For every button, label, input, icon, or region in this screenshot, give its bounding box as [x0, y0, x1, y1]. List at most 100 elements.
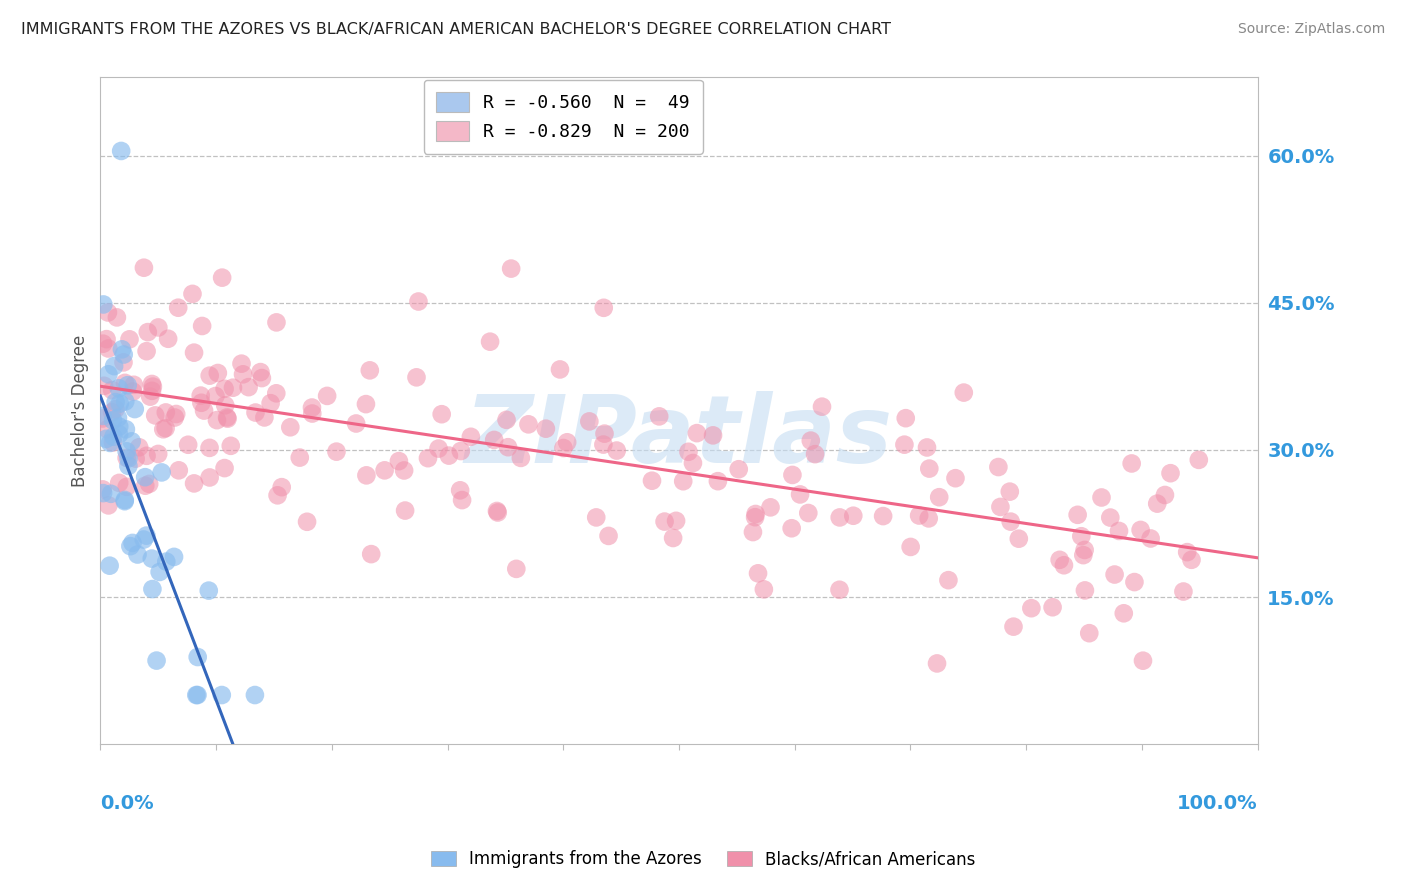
Point: [253, 410, 276, 425]
Point: [94, 432, 117, 446]
Point: [138, 476, 160, 491]
Point: [91, 409, 114, 423]
Point: [112, 347, 135, 361]
Point: [553, 441, 575, 455]
Point: [157, 332, 180, 346]
Point: [316, 389, 339, 403]
Point: [1002, 620, 1025, 634]
Point: [187, 650, 209, 665]
Point: [114, 494, 136, 508]
Point: [141, 582, 163, 596]
Point: [217, 411, 239, 425]
Point: [1073, 543, 1095, 558]
Point: [266, 386, 288, 401]
Point: [117, 451, 139, 466]
Point: [177, 438, 200, 452]
Point: [108, 396, 131, 410]
Point: [918, 461, 941, 475]
Point: [91, 336, 114, 351]
Point: [97, 368, 120, 382]
Point: [804, 447, 827, 461]
Point: [585, 510, 607, 524]
Point: [430, 407, 453, 421]
Point: [1129, 523, 1152, 537]
Point: [288, 450, 311, 465]
Point: [1139, 532, 1161, 546]
Point: [416, 451, 439, 466]
Point: [245, 406, 267, 420]
Text: Source: ZipAtlas.com: Source: ZipAtlas.com: [1237, 22, 1385, 37]
Point: [198, 470, 221, 484]
Point: [101, 405, 124, 419]
Point: [1123, 575, 1146, 590]
Point: [752, 582, 775, 597]
Point: [1070, 529, 1092, 543]
Point: [108, 475, 131, 490]
Point: [1104, 567, 1126, 582]
Point: [1049, 553, 1071, 567]
Point: [501, 261, 523, 276]
Point: [198, 368, 221, 383]
Point: [990, 500, 1012, 514]
Point: [727, 462, 749, 476]
Point: [662, 531, 685, 545]
Point: [100, 487, 122, 501]
Point: [108, 419, 131, 434]
Point: [301, 407, 323, 421]
Point: [495, 413, 517, 427]
Point: [110, 144, 132, 158]
Point: [987, 460, 1010, 475]
Point: [893, 437, 915, 451]
Point: [249, 365, 271, 379]
Text: 0.0%: 0.0%: [100, 794, 155, 813]
Point: [482, 433, 505, 447]
Point: [149, 565, 172, 579]
Point: [107, 410, 129, 425]
Point: [1078, 626, 1101, 640]
Point: [1042, 600, 1064, 615]
Point: [117, 378, 139, 392]
Point: [1090, 491, 1112, 505]
Point: [1066, 508, 1088, 522]
Point: [127, 548, 149, 562]
Point: [96, 332, 118, 346]
Point: [759, 500, 782, 515]
Point: [782, 467, 804, 482]
Point: [374, 463, 396, 477]
Point: [408, 294, 430, 309]
Point: [1053, 558, 1076, 573]
Point: [96, 422, 118, 436]
Point: [114, 376, 136, 390]
Point: [163, 549, 186, 564]
Point: [800, 434, 823, 448]
Point: [1071, 548, 1094, 562]
Point: [183, 476, 205, 491]
Point: [143, 409, 166, 423]
Point: [115, 444, 138, 458]
Point: [654, 515, 676, 529]
Point: [150, 466, 173, 480]
Point: [190, 396, 212, 410]
Point: [945, 471, 967, 485]
Point: [198, 441, 221, 455]
Point: [141, 551, 163, 566]
Point: [360, 547, 382, 561]
Point: [214, 382, 236, 396]
Point: [104, 395, 127, 409]
Point: [598, 529, 620, 543]
Point: [344, 417, 367, 431]
Point: [451, 493, 474, 508]
Point: [104, 402, 127, 417]
Text: 100.0%: 100.0%: [1177, 794, 1257, 813]
Point: [139, 390, 162, 404]
Point: [295, 515, 318, 529]
Point: [1132, 654, 1154, 668]
Point: [641, 474, 664, 488]
Point: [105, 310, 128, 325]
Point: [900, 540, 922, 554]
Point: [155, 555, 177, 569]
Point: [114, 394, 136, 409]
Point: [190, 389, 212, 403]
Point: [1008, 532, 1031, 546]
Point: [128, 440, 150, 454]
